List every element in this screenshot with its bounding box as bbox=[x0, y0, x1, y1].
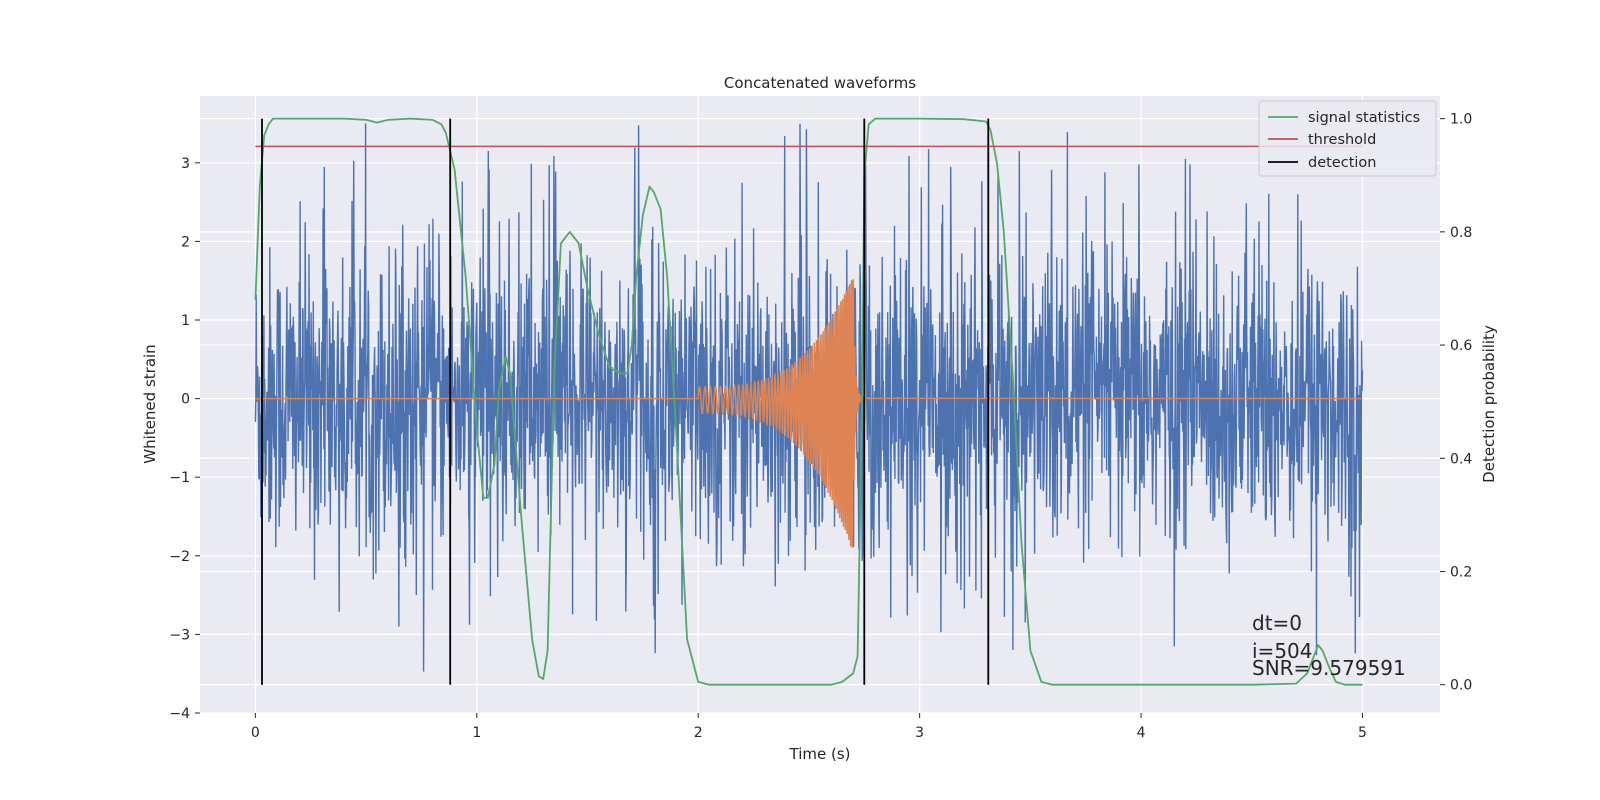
legend: signal statistics threshold detection bbox=[1258, 100, 1437, 177]
y-tick-label: −1 bbox=[169, 470, 190, 486]
y-tick-label: −3 bbox=[169, 627, 190, 643]
y-tick-label: −4 bbox=[169, 706, 190, 722]
chart-title: Concatenated waveforms bbox=[724, 74, 916, 92]
y2-tick-label: 0.6 bbox=[1450, 338, 1472, 354]
y-axis-label: Whitened strain bbox=[141, 344, 159, 463]
legend-label-signal-statistics: signal statistics bbox=[1308, 110, 1420, 126]
annotation-i: i=504 bbox=[1252, 639, 1313, 663]
annotation-dt: dt=0 bbox=[1252, 611, 1302, 635]
x-tick-label: 4 bbox=[1137, 725, 1146, 741]
x-tick-label: 0 bbox=[251, 725, 260, 741]
x-axis-label: Time (s) bbox=[789, 745, 851, 763]
legend-box bbox=[1258, 100, 1437, 177]
y-tick-label: −2 bbox=[169, 549, 190, 565]
x-tick-label: 3 bbox=[915, 725, 924, 741]
y2-tick-label: 0.4 bbox=[1450, 451, 1472, 467]
template-line bbox=[255, 279, 1363, 549]
y-tick-label: 3 bbox=[181, 156, 190, 172]
y2-axis-label: Detection probability bbox=[1480, 325, 1498, 483]
y2-tick-label: 0.0 bbox=[1450, 678, 1472, 694]
annotation-snr: SNR=9.579591 bbox=[1252, 656, 1406, 680]
y-tick-label: 1 bbox=[181, 313, 190, 329]
x-tick-label: 1 bbox=[472, 725, 481, 741]
signal-statistics-line bbox=[254, 117, 1363, 686]
x-tick-label: 2 bbox=[694, 725, 703, 741]
x-tick-label: 5 bbox=[1358, 725, 1367, 741]
y2-tick-label: 1.0 bbox=[1450, 112, 1472, 128]
y-tick-label: 0 bbox=[181, 392, 190, 408]
y2-tick-label: 0.8 bbox=[1450, 225, 1472, 241]
axes: 0 1 2 3 4 5 −4 −3 −2 −1 0 1 2 3 0.0 0.2 0.4 0.6 0.8 1.0 bbox=[169, 112, 1472, 741]
y2-tick-label: 0.2 bbox=[1450, 564, 1472, 580]
y-tick-label: 2 bbox=[181, 234, 190, 250]
legend-label-threshold: threshold bbox=[1308, 132, 1376, 148]
legend-label-detection: detection bbox=[1308, 155, 1376, 171]
plot-lines bbox=[254, 117, 1364, 686]
